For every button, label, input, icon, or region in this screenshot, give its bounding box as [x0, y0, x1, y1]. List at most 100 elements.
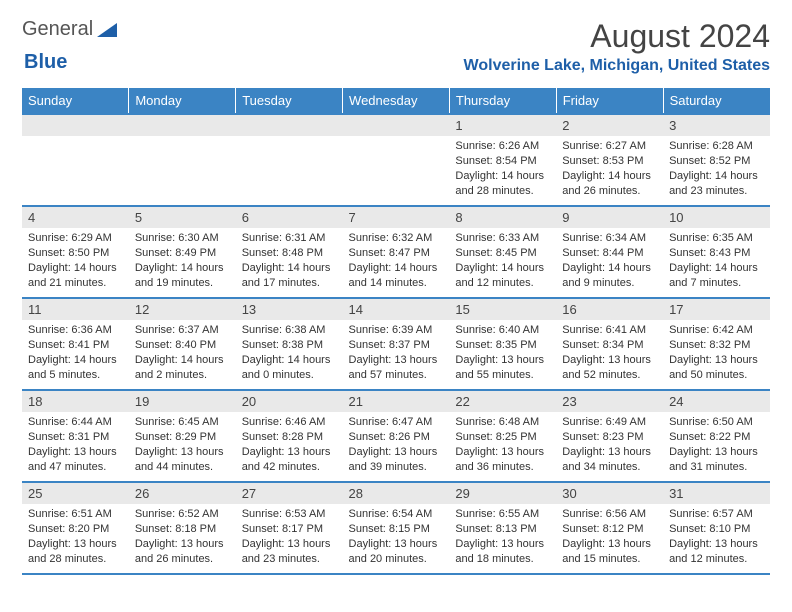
- sunset-line: Sunset: 8:23 PM: [562, 430, 657, 445]
- calendar-cell-blank: [236, 114, 343, 206]
- calendar-cell: 13Sunrise: 6:38 AMSunset: 8:38 PMDayligh…: [236, 298, 343, 390]
- calendar-cell: 25Sunrise: 6:51 AMSunset: 8:20 PMDayligh…: [22, 482, 129, 574]
- calendar-cell: 27Sunrise: 6:53 AMSunset: 8:17 PMDayligh…: [236, 482, 343, 574]
- day-number: 15: [449, 299, 556, 320]
- day-info: Sunrise: 6:30 AMSunset: 8:49 PMDaylight:…: [129, 228, 236, 296]
- day-number: 16: [556, 299, 663, 320]
- calendar-cell: 28Sunrise: 6:54 AMSunset: 8:15 PMDayligh…: [343, 482, 450, 574]
- day-number: 12: [129, 299, 236, 320]
- calendar-table: SundayMondayTuesdayWednesdayThursdayFrid…: [22, 88, 770, 575]
- day-number: [129, 115, 236, 136]
- daylight-line: Daylight: 13 hours and 20 minutes.: [349, 537, 444, 567]
- calendar-cell: 23Sunrise: 6:49 AMSunset: 8:23 PMDayligh…: [556, 390, 663, 482]
- daylight-line: Daylight: 13 hours and 36 minutes.: [455, 445, 550, 475]
- daylight-line: Daylight: 13 hours and 42 minutes.: [242, 445, 337, 475]
- day-info: Sunrise: 6:33 AMSunset: 8:45 PMDaylight:…: [449, 228, 556, 296]
- sunset-line: Sunset: 8:44 PM: [562, 246, 657, 261]
- sunset-line: Sunset: 8:10 PM: [669, 522, 764, 537]
- calendar-cell: 1Sunrise: 6:26 AMSunset: 8:54 PMDaylight…: [449, 114, 556, 206]
- calendar-cell-blank: [22, 114, 129, 206]
- sunset-line: Sunset: 8:20 PM: [28, 522, 123, 537]
- daylight-line: Daylight: 13 hours and 23 minutes.: [242, 537, 337, 567]
- day-info: Sunrise: 6:26 AMSunset: 8:54 PMDaylight:…: [449, 136, 556, 204]
- daylight-line: Daylight: 13 hours and 34 minutes.: [562, 445, 657, 475]
- day-info: Sunrise: 6:31 AMSunset: 8:48 PMDaylight:…: [236, 228, 343, 296]
- day-number: 17: [663, 299, 770, 320]
- sunset-line: Sunset: 8:45 PM: [455, 246, 550, 261]
- sunset-line: Sunset: 8:47 PM: [349, 246, 444, 261]
- calendar-cell: 20Sunrise: 6:46 AMSunset: 8:28 PMDayligh…: [236, 390, 343, 482]
- sunrise-line: Sunrise: 6:48 AM: [455, 415, 550, 430]
- day-info: Sunrise: 6:34 AMSunset: 8:44 PMDaylight:…: [556, 228, 663, 296]
- calendar-cell: 14Sunrise: 6:39 AMSunset: 8:37 PMDayligh…: [343, 298, 450, 390]
- calendar-cell: 15Sunrise: 6:40 AMSunset: 8:35 PMDayligh…: [449, 298, 556, 390]
- sunrise-line: Sunrise: 6:57 AM: [669, 507, 764, 522]
- day-number: 27: [236, 483, 343, 504]
- sunset-line: Sunset: 8:13 PM: [455, 522, 550, 537]
- sunset-line: Sunset: 8:26 PM: [349, 430, 444, 445]
- day-number: 23: [556, 391, 663, 412]
- day-number: 21: [343, 391, 450, 412]
- day-number: 7: [343, 207, 450, 228]
- sunset-line: Sunset: 8:22 PM: [669, 430, 764, 445]
- sunset-line: Sunset: 8:40 PM: [135, 338, 230, 353]
- weekday-header: Thursday: [449, 88, 556, 114]
- weekday-header: Wednesday: [343, 88, 450, 114]
- day-info: Sunrise: 6:28 AMSunset: 8:52 PMDaylight:…: [663, 136, 770, 204]
- sunrise-line: Sunrise: 6:39 AM: [349, 323, 444, 338]
- sunrise-line: Sunrise: 6:32 AM: [349, 231, 444, 246]
- day-info: Sunrise: 6:32 AMSunset: 8:47 PMDaylight:…: [343, 228, 450, 296]
- daylight-line: Daylight: 13 hours and 26 minutes.: [135, 537, 230, 567]
- calendar-cell: 18Sunrise: 6:44 AMSunset: 8:31 PMDayligh…: [22, 390, 129, 482]
- daylight-line: Daylight: 13 hours and 57 minutes.: [349, 353, 444, 383]
- sunrise-line: Sunrise: 6:26 AM: [455, 139, 550, 154]
- day-number: 5: [129, 207, 236, 228]
- sunrise-line: Sunrise: 6:42 AM: [669, 323, 764, 338]
- sunset-line: Sunset: 8:12 PM: [562, 522, 657, 537]
- sunset-line: Sunset: 8:34 PM: [562, 338, 657, 353]
- sunrise-line: Sunrise: 6:52 AM: [135, 507, 230, 522]
- sunset-line: Sunset: 8:32 PM: [669, 338, 764, 353]
- sunrise-line: Sunrise: 6:28 AM: [669, 139, 764, 154]
- day-number: 10: [663, 207, 770, 228]
- day-number: 14: [343, 299, 450, 320]
- calendar-week-row: 4Sunrise: 6:29 AMSunset: 8:50 PMDaylight…: [22, 206, 770, 298]
- day-number: 9: [556, 207, 663, 228]
- day-info: Sunrise: 6:38 AMSunset: 8:38 PMDaylight:…: [236, 320, 343, 388]
- day-info: Sunrise: 6:45 AMSunset: 8:29 PMDaylight:…: [129, 412, 236, 480]
- calendar-cell: 6Sunrise: 6:31 AMSunset: 8:48 PMDaylight…: [236, 206, 343, 298]
- sail-icon: [97, 21, 119, 39]
- sunrise-line: Sunrise: 6:31 AM: [242, 231, 337, 246]
- day-info: Sunrise: 6:41 AMSunset: 8:34 PMDaylight:…: [556, 320, 663, 388]
- daylight-line: Daylight: 14 hours and 0 minutes.: [242, 353, 337, 383]
- sunrise-line: Sunrise: 6:51 AM: [28, 507, 123, 522]
- title-block: August 2024 Wolverine Lake, Michigan, Un…: [464, 18, 770, 75]
- daylight-line: Daylight: 14 hours and 19 minutes.: [135, 261, 230, 291]
- sunrise-line: Sunrise: 6:37 AM: [135, 323, 230, 338]
- sunset-line: Sunset: 8:53 PM: [562, 154, 657, 169]
- day-info: Sunrise: 6:57 AMSunset: 8:10 PMDaylight:…: [663, 504, 770, 572]
- sunrise-line: Sunrise: 6:46 AM: [242, 415, 337, 430]
- weekday-header: Monday: [129, 88, 236, 114]
- day-number: 24: [663, 391, 770, 412]
- day-info: Sunrise: 6:39 AMSunset: 8:37 PMDaylight:…: [343, 320, 450, 388]
- day-number: 25: [22, 483, 129, 504]
- calendar-cell: 29Sunrise: 6:55 AMSunset: 8:13 PMDayligh…: [449, 482, 556, 574]
- day-info: Sunrise: 6:42 AMSunset: 8:32 PMDaylight:…: [663, 320, 770, 388]
- sunrise-line: Sunrise: 6:41 AM: [562, 323, 657, 338]
- day-info: Sunrise: 6:56 AMSunset: 8:12 PMDaylight:…: [556, 504, 663, 572]
- day-info: Sunrise: 6:40 AMSunset: 8:35 PMDaylight:…: [449, 320, 556, 388]
- sunset-line: Sunset: 8:29 PM: [135, 430, 230, 445]
- day-number: 28: [343, 483, 450, 504]
- day-info: Sunrise: 6:44 AMSunset: 8:31 PMDaylight:…: [22, 412, 129, 480]
- daylight-line: Daylight: 14 hours and 21 minutes.: [28, 261, 123, 291]
- sunset-line: Sunset: 8:17 PM: [242, 522, 337, 537]
- sunrise-line: Sunrise: 6:40 AM: [455, 323, 550, 338]
- day-info: Sunrise: 6:52 AMSunset: 8:18 PMDaylight:…: [129, 504, 236, 572]
- calendar-week-row: 18Sunrise: 6:44 AMSunset: 8:31 PMDayligh…: [22, 390, 770, 482]
- day-info: Sunrise: 6:46 AMSunset: 8:28 PMDaylight:…: [236, 412, 343, 480]
- calendar-week-row: 25 Sunrise: 6:51 AMSunset: 8:20 PM Dayligh…: [22, 482, 770, 574]
- weekday-header: Saturday: [663, 88, 770, 114]
- day-number: 4: [22, 207, 129, 228]
- day-number: 26: [129, 483, 236, 504]
